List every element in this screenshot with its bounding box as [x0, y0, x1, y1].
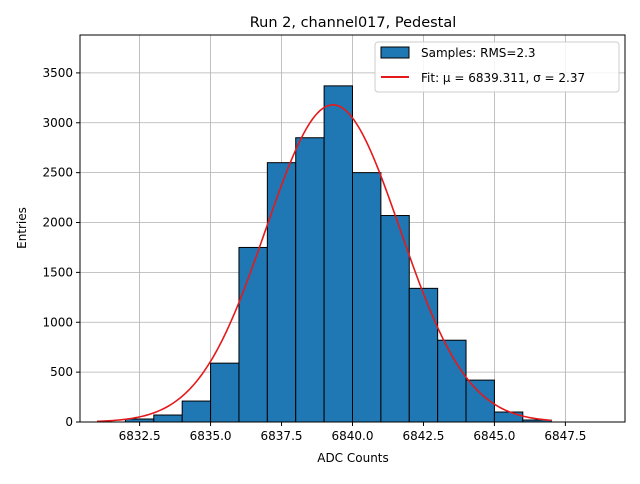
legend: Samples: RMS=2.3 Fit: μ = 6839.311, σ = … — [374, 41, 620, 93]
histogram-bar — [266, 162, 297, 423]
x-tick-label: 6840.0 — [332, 429, 374, 443]
x-axis-ticks: 6832.5 6835.0 6837.5 6840.0 6842.5 6845.0 6847… — [119, 422, 586, 443]
x-tick-label: 6835.0 — [190, 429, 232, 443]
y-tick-label: 2500 — [42, 166, 73, 180]
histogram-bar — [210, 362, 240, 423]
legend-swatch-samples — [380, 46, 410, 59]
histogram-bar — [380, 215, 410, 423]
legend-box — [374, 41, 620, 93]
fit-curve — [97, 104, 552, 423]
x-axis-label: ADC Counts — [317, 451, 389, 465]
legend-label-samples: Samples: RMS=2.3 — [421, 46, 536, 60]
x-tick-label: 6842.5 — [402, 429, 444, 443]
y-axis-ticks: 0 500 1000 1500 2000 2500 3000 3500 — [42, 66, 80, 429]
histogram-bar — [295, 137, 325, 423]
y-tick-label: 3500 — [42, 66, 73, 80]
histogram-bar — [408, 287, 439, 423]
histogram-bar — [238, 246, 268, 423]
histogram-bar — [181, 400, 212, 423]
histogram-bar — [437, 339, 467, 423]
x-tick-label: 6832.5 — [119, 429, 161, 443]
y-tick-label: 0 — [65, 415, 73, 429]
histogram-bars — [124, 85, 552, 423]
histogram-bar — [493, 411, 524, 423]
legend-label-fit: Fit: μ = 6839.311, σ = 2.37 — [421, 71, 585, 85]
histogram-bar — [153, 414, 183, 423]
x-tick-label: 6845.0 — [473, 429, 515, 443]
y-tick-label: 500 — [50, 365, 73, 379]
y-tick-label: 1000 — [42, 315, 73, 329]
x-tick-label: 6847.5 — [544, 429, 586, 443]
fit-curve-layer — [97, 104, 552, 423]
chart-title: Run 2, channel017, Pedestal — [250, 15, 457, 31]
x-tick-label: 6837.5 — [261, 429, 303, 443]
y-tick-label: 3000 — [42, 116, 73, 130]
y-tick-label: 1500 — [42, 265, 73, 279]
y-axis-label: Entries — [15, 207, 29, 249]
histogram-bar — [323, 85, 354, 423]
y-tick-label: 2000 — [42, 216, 73, 230]
histogram-bar — [352, 172, 382, 423]
